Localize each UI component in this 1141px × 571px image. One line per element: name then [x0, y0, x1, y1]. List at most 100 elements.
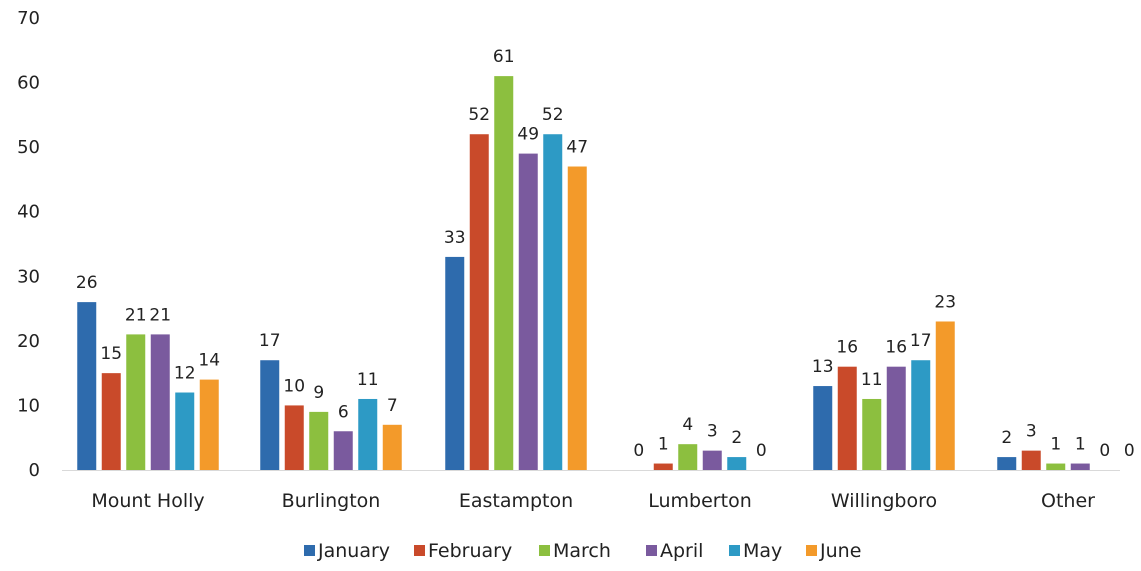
bar	[333, 431, 353, 470]
bar	[813, 386, 833, 470]
bar	[469, 134, 489, 470]
bar	[126, 334, 146, 470]
data-label: 0	[1099, 441, 1110, 461]
legend-item: March	[539, 540, 611, 562]
legend-item: February	[414, 540, 512, 562]
legend-swatch	[729, 545, 740, 556]
data-label: 0	[756, 441, 767, 461]
data-label: 61	[493, 47, 515, 67]
data-label: 2	[1001, 428, 1012, 448]
data-label: 52	[468, 105, 490, 125]
data-label: 11	[357, 370, 379, 390]
legend-item: April	[646, 540, 703, 562]
data-label: 11	[861, 370, 883, 390]
legend-label: April	[660, 540, 703, 562]
bar	[382, 424, 402, 470]
y-tick-label: 40	[17, 202, 40, 223]
data-label: 21	[149, 305, 171, 325]
y-tick-label: 70	[17, 8, 40, 29]
data-label: 14	[198, 351, 220, 371]
legend-swatch	[304, 545, 315, 556]
data-label: 6	[338, 402, 349, 422]
data-label: 1	[658, 435, 669, 455]
legend: January February March April May June	[304, 540, 861, 562]
bar	[358, 398, 378, 470]
data-label: 3	[707, 422, 718, 442]
x-category-label: Lumberton	[648, 490, 751, 512]
bar	[260, 360, 280, 470]
bar	[837, 366, 857, 470]
data-label: 26	[76, 273, 98, 293]
bar	[997, 457, 1017, 470]
category-group: 0 14 3 20	[633, 415, 767, 470]
legend-swatch	[539, 545, 550, 556]
data-label: 3	[1026, 422, 1037, 442]
data-label: 0	[633, 441, 644, 461]
bar	[199, 379, 219, 470]
data-label: 33	[444, 228, 466, 248]
bar	[862, 398, 882, 470]
category-group: 17 10 96 11 7	[259, 331, 402, 470]
bar	[727, 457, 747, 470]
y-tick-label: 20	[17, 331, 40, 352]
x-category-label: Willingboro	[831, 490, 937, 512]
bar	[494, 76, 514, 470]
data-label: 7	[387, 396, 398, 416]
data-label: 16	[885, 338, 907, 358]
legend-swatch	[806, 545, 817, 556]
legend-swatch	[414, 545, 425, 556]
bar	[1070, 463, 1090, 470]
data-label: 12	[174, 364, 196, 384]
data-label: 2	[731, 428, 742, 448]
data-label: 16	[836, 338, 858, 358]
y-tick-label: 60	[17, 73, 40, 94]
y-tick-label: 10	[17, 395, 40, 416]
bar	[702, 450, 722, 470]
data-label: 1	[1050, 435, 1061, 455]
legend-label: June	[819, 540, 861, 562]
data-label: 52	[542, 105, 564, 125]
y-tick-label: 50	[17, 137, 40, 158]
bar	[911, 360, 931, 470]
legend-label: March	[553, 540, 611, 562]
data-label: 17	[259, 331, 281, 351]
data-label: 13	[812, 357, 834, 377]
bar	[678, 444, 698, 470]
legend-swatch	[646, 545, 657, 556]
bar	[309, 411, 329, 470]
data-label: 4	[682, 415, 693, 435]
y-tick-label: 0	[29, 460, 40, 481]
x-category-label: Mount Holly	[91, 490, 204, 512]
legend-item: May	[729, 540, 782, 562]
bar	[445, 256, 465, 470]
bar	[567, 166, 587, 470]
legend-label: January	[317, 540, 390, 562]
data-label: 17	[910, 331, 932, 351]
bar	[653, 463, 673, 470]
data-label: 9	[313, 383, 324, 403]
y-tick-label: 30	[17, 266, 40, 287]
bar	[935, 321, 955, 470]
bar	[1046, 463, 1066, 470]
legend-item: January	[304, 540, 390, 562]
x-category-label: Other	[1041, 490, 1095, 512]
data-label: 0	[1124, 441, 1135, 461]
data-label: 47	[566, 138, 588, 158]
data-label: 21	[125, 305, 147, 325]
bar	[1021, 450, 1041, 470]
bar	[175, 392, 195, 470]
bar	[150, 334, 170, 470]
x-axis: Mount Holly Burlington Eastampton Lumberton…	[91, 490, 1095, 512]
bar	[543, 134, 563, 470]
data-label: 1	[1075, 435, 1086, 455]
x-category-label: Eastampton	[459, 490, 573, 512]
data-label: 15	[100, 344, 122, 364]
legend-label: May	[743, 540, 782, 562]
